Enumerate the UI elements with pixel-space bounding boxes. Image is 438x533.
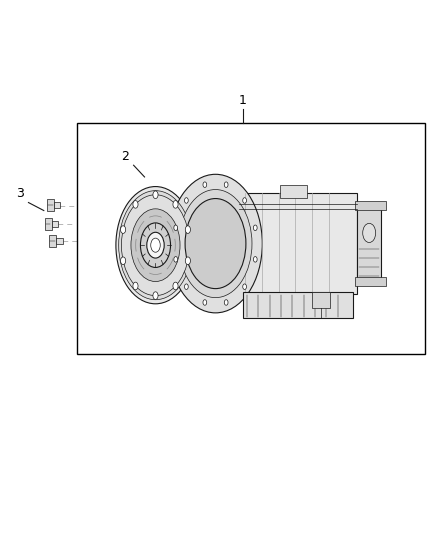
Ellipse shape	[174, 256, 177, 262]
Ellipse shape	[243, 284, 247, 289]
Ellipse shape	[133, 282, 138, 290]
Ellipse shape	[147, 232, 164, 258]
Bar	[355, 201, 385, 211]
Bar	[77, 123, 425, 354]
Ellipse shape	[173, 200, 178, 208]
Bar	[54, 202, 60, 208]
Text: —  —: — —	[63, 239, 77, 244]
Ellipse shape	[179, 190, 252, 297]
Ellipse shape	[131, 209, 180, 281]
Bar	[56, 238, 63, 244]
Ellipse shape	[363, 223, 376, 243]
Bar	[312, 292, 330, 308]
Ellipse shape	[184, 284, 188, 289]
Ellipse shape	[243, 198, 247, 203]
Ellipse shape	[169, 174, 262, 313]
Ellipse shape	[185, 226, 191, 233]
Ellipse shape	[153, 292, 158, 300]
Ellipse shape	[185, 198, 246, 289]
Ellipse shape	[224, 182, 228, 188]
Bar	[49, 235, 56, 247]
Ellipse shape	[185, 257, 191, 264]
Ellipse shape	[151, 238, 160, 252]
Text: —  —: — —	[60, 204, 75, 209]
Bar	[47, 199, 54, 211]
Ellipse shape	[173, 282, 178, 290]
Bar	[239, 193, 357, 294]
Ellipse shape	[184, 198, 188, 203]
Ellipse shape	[141, 223, 170, 268]
Bar	[280, 185, 307, 198]
Ellipse shape	[133, 200, 138, 208]
Text: —  —: — —	[58, 222, 72, 227]
Bar	[357, 206, 381, 281]
Ellipse shape	[116, 187, 195, 304]
Ellipse shape	[121, 195, 190, 296]
Ellipse shape	[119, 191, 192, 300]
Ellipse shape	[254, 225, 257, 231]
Bar	[52, 221, 58, 227]
Ellipse shape	[120, 257, 126, 264]
Ellipse shape	[120, 226, 126, 233]
Text: 3: 3	[16, 187, 24, 200]
Text: 1: 1	[239, 94, 247, 107]
Text: 2: 2	[121, 150, 129, 163]
Bar	[243, 292, 353, 318]
Bar	[45, 218, 52, 230]
Ellipse shape	[174, 225, 177, 231]
Ellipse shape	[203, 182, 207, 188]
Ellipse shape	[254, 256, 257, 262]
Bar	[355, 277, 385, 286]
Ellipse shape	[203, 300, 207, 305]
Ellipse shape	[153, 191, 158, 199]
Ellipse shape	[224, 300, 228, 305]
